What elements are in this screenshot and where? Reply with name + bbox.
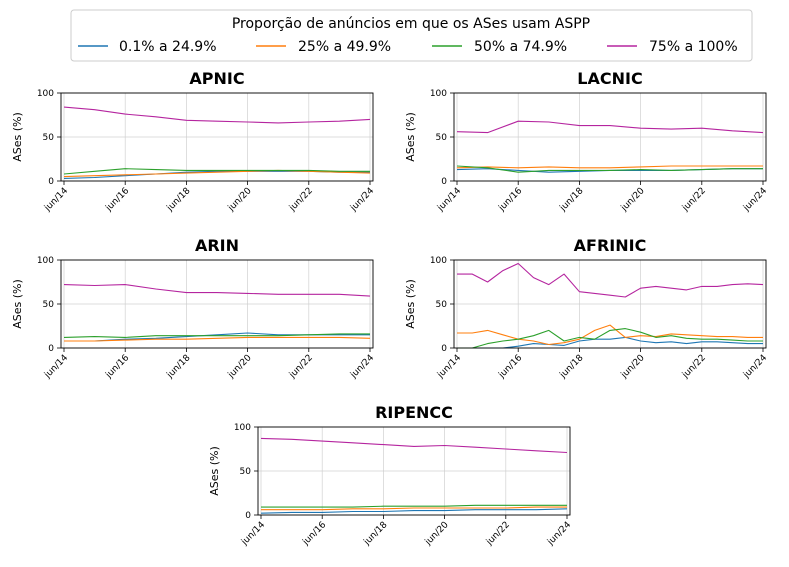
series-line-arin-2 — [64, 336, 371, 342]
x-tick-label: jun/14 — [42, 186, 70, 214]
legend-entry-2: 25% a 49.9% — [256, 39, 391, 55]
y-tick-label: 100 — [37, 256, 54, 266]
series-line-afrinic-2 — [457, 324, 763, 346]
x-tick-label: jun/22 — [287, 353, 315, 381]
x-tick-label: jun/16 — [300, 520, 328, 548]
series-line-ripencc-3 — [261, 504, 567, 508]
x-tick-label: jun/20 — [423, 520, 451, 548]
panel-title: AFRINIC — [574, 236, 647, 255]
series-line-afrinic-1 — [457, 336, 763, 349]
x-tick-label: jun/18 — [165, 186, 193, 214]
legend-label-2: 25% a 49.9% — [298, 39, 391, 55]
x-tick-label: jun/16 — [496, 186, 524, 214]
series-line-afrinic-3 — [457, 328, 763, 349]
y-tick-label: 100 — [234, 423, 251, 433]
y-tick-label: 50 — [43, 133, 55, 143]
x-tick-label: jun/24 — [348, 353, 376, 381]
x-tick-label: jun/22 — [680, 186, 708, 214]
y-tick-label: 0 — [441, 177, 447, 187]
x-tick-label: jun/16 — [496, 353, 524, 381]
series-line-apnic-4 — [63, 106, 371, 124]
x-tick-label: jun/20 — [619, 353, 647, 381]
x-tick-label: jun/22 — [680, 353, 708, 381]
x-tick-label: jun/24 — [348, 186, 376, 214]
y-axis-label: ASes (%) — [208, 446, 221, 496]
y-tick-label: 100 — [37, 89, 54, 99]
x-tick-label: jun/24 — [741, 353, 769, 381]
x-tick-label: jun/14 — [435, 186, 463, 214]
x-tick-label: jun/16 — [103, 186, 131, 214]
legend-label-1: 0.1% a 24.9% — [119, 39, 217, 55]
series-line-afrinic-4 — [457, 262, 764, 298]
x-tick-label: jun/14 — [42, 353, 70, 381]
series-line-ripencc-2 — [261, 506, 567, 511]
series-line-lacnic-2 — [456, 165, 763, 169]
x-tick-label: jun/14 — [239, 520, 267, 548]
x-tick-label: jun/20 — [619, 186, 647, 214]
y-axis-label: ASes (%) — [404, 112, 417, 162]
y-tick-label: 50 — [436, 300, 448, 310]
y-tick-label: 0 — [441, 344, 447, 354]
y-axis-label: ASes (%) — [404, 279, 417, 329]
y-tick-label: 50 — [240, 467, 252, 477]
panel-title: LACNIC — [577, 69, 642, 88]
y-tick-label: 50 — [43, 300, 55, 310]
panel-title: ARIN — [195, 236, 239, 255]
x-tick-label: jun/18 — [165, 353, 193, 381]
y-tick-label: 0 — [245, 511, 251, 521]
x-tick-label: jun/24 — [545, 520, 573, 548]
x-tick-label: jun/18 — [558, 353, 586, 381]
panel-title: RIPENCC — [375, 403, 453, 422]
y-tick-label: 50 — [436, 133, 448, 143]
x-tick-label: jun/22 — [287, 186, 315, 214]
legend: Proporção de anúncios em que os ASes usa… — [70, 9, 753, 62]
series-line-apnic-2 — [63, 169, 371, 178]
legend-label-3: 50% a 74.9% — [474, 39, 567, 55]
panel-lacnic: 0 50 100 jun/14 jun/16 jun/18 jun/20 jun/22 jun/… — [404, 69, 769, 214]
series-line-ripencc-1 — [260, 508, 568, 514]
legend-label-4: 75% a 100% — [649, 39, 738, 55]
x-tick-label: jun/20 — [226, 186, 254, 214]
series-line-lacnic-4 — [456, 120, 764, 134]
y-tick-label: 100 — [430, 256, 447, 266]
y-axis-label: ASes (%) — [11, 279, 24, 329]
x-tick-label: jun/20 — [226, 353, 254, 381]
y-axis-label: ASes (%) — [11, 112, 24, 162]
legend-entry-1: 0.1% a 24.9% — [78, 39, 217, 55]
y-tick-label: 0 — [48, 344, 54, 354]
y-tick-label: 0 — [48, 177, 54, 187]
x-tick-label: jun/18 — [558, 186, 586, 214]
legend-entry-3: 50% a 74.9% — [432, 39, 567, 55]
series-line-apnic-3 — [63, 168, 370, 175]
x-tick-label: jun/24 — [741, 186, 769, 214]
panels: 0 50 100 jun/14 jun/16 jun/18 jun/20 jun/22 jun/… — [11, 69, 769, 548]
series-line-lacnic-3 — [456, 165, 763, 173]
panel-ripencc: 0 50 100 jun/14 jun/16 jun/18 jun/20 jun/22 jun/… — [208, 403, 573, 548]
panel-title: APNIC — [189, 69, 244, 88]
x-tick-label: jun/16 — [103, 353, 131, 381]
y-tick-label: 100 — [430, 89, 447, 99]
panel-arin: 0 50 100 jun/14 jun/16 jun/18 jun/20 jun/22 jun/… — [11, 236, 376, 381]
x-tick-label: jun/22 — [484, 520, 512, 548]
series-line-arin-4 — [63, 284, 371, 297]
x-tick-label: jun/18 — [362, 520, 390, 548]
series-line-ripencc-4 — [260, 437, 568, 454]
panel-apnic: 0 50 100 jun/14 jun/16 jun/18 jun/20 jun/22 jun/… — [11, 69, 376, 214]
legend-entry-4: 75% a 100% — [607, 39, 738, 55]
legend-title: Proporção de anúncios em que os ASes usa… — [232, 16, 590, 32]
legend-box — [70, 9, 753, 62]
series-line-arin-3 — [63, 333, 370, 338]
x-tick-label: jun/14 — [435, 353, 463, 381]
panel-afrinic: 0 50 100 jun/14 jun/16 jun/18 jun/20 jun/22 jun/… — [404, 236, 769, 381]
